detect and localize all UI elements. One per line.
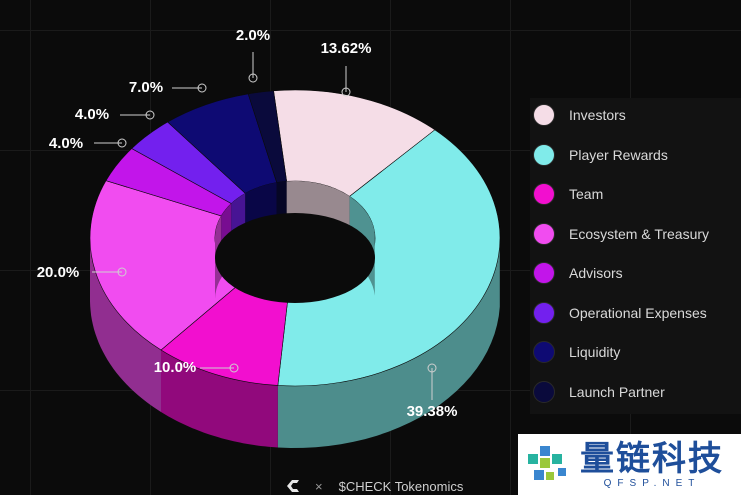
legend-swatch (533, 222, 555, 245)
legend-swatch (533, 380, 555, 403)
legend-item: Advisors (530, 260, 623, 286)
leader-dot-5 (145, 110, 155, 120)
donut-hole (215, 181, 375, 303)
side-wall-2 (161, 350, 278, 448)
leader-dot-1 (427, 363, 437, 373)
footer-title: $CHECK Tokenomics (338, 478, 464, 494)
value-label-4: 4.0% (49, 135, 83, 152)
check-logo-icon (287, 480, 299, 492)
legend-swatch (533, 341, 555, 363)
legend-item: Ecosystem & Treasury (530, 221, 709, 247)
value-label-2: 10.0% (154, 359, 197, 376)
watermark: 量链科技 QFSP.NET (518, 434, 741, 495)
legend-swatch (533, 183, 555, 205)
legend-swatch (533, 143, 555, 166)
footer: × $CHECK Tokenomics (285, 478, 463, 494)
legend-label: Ecosystem & Treasury (569, 225, 710, 242)
value-label-1: 39.38% (407, 403, 458, 420)
donut-side-walls (90, 239, 500, 448)
legend-label: Team (569, 186, 604, 202)
watermark-logo-icon (528, 445, 566, 480)
legend-swatch (533, 301, 555, 324)
value-label-6: 7.0% (129, 79, 163, 96)
legend-label: Liquidity (569, 344, 621, 360)
value-label-3: 20.0% (37, 264, 80, 281)
watermark-latin: QFSP.NET (603, 478, 701, 489)
value-labels: 13.62% 39.38% 10.0% 20.0% 4.0% 4.0% 7.0% 2.0% (37, 27, 458, 420)
leader-dot-4 (117, 138, 127, 148)
leader-dot-2 (229, 363, 239, 373)
legend-label: Advisors (569, 265, 623, 281)
legend-label: Operational Expenses (569, 304, 707, 321)
value-label-5: 4.0% (75, 106, 109, 123)
side-wall-3 (90, 239, 161, 412)
legend-item: Launch Partner (530, 379, 665, 405)
donut-top (89, 89, 501, 387)
value-label-0: 13.62% (321, 40, 372, 57)
value-label-7: 2.0% (236, 27, 270, 44)
leader-dot-3 (117, 267, 127, 277)
leader-dot-6 (197, 83, 207, 93)
legend-label: Player Rewards (569, 146, 668, 163)
legend-label: Investors (569, 107, 626, 123)
legend-swatch (533, 104, 555, 126)
legend-item: Player Rewards (530, 142, 668, 168)
legend-swatch (533, 262, 555, 284)
side-wall-1 (277, 244, 500, 448)
legend-item: Investors (530, 102, 626, 128)
footer-times: × (315, 478, 323, 494)
watermark-chinese: 量链科技 (580, 440, 724, 478)
hole-floor (215, 213, 375, 303)
legend-label: Launch Partner (569, 383, 665, 400)
legend-item: Liquidity (530, 339, 620, 365)
legend-item: Operational Expenses (530, 300, 707, 326)
legend: Investors Player Rewards Team Ecosystem & T… (530, 98, 741, 414)
legend-item: Team (530, 181, 603, 207)
leader-dot-7 (248, 73, 258, 83)
leader-dot-0 (341, 87, 351, 97)
